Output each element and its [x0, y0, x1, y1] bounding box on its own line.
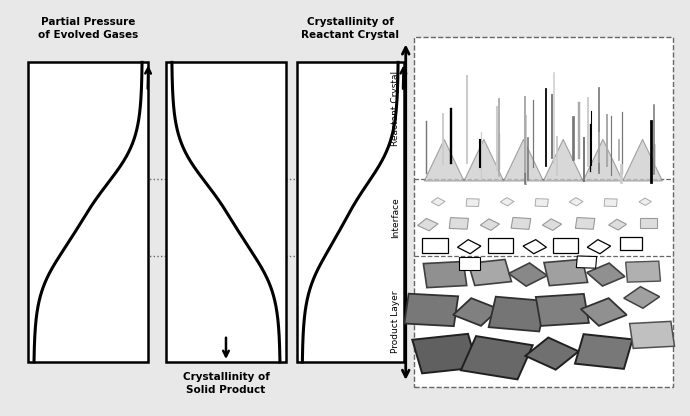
Polygon shape	[553, 238, 578, 253]
Polygon shape	[422, 238, 448, 253]
Polygon shape	[640, 218, 657, 228]
Polygon shape	[469, 260, 511, 285]
Polygon shape	[457, 240, 481, 254]
Polygon shape	[464, 139, 504, 181]
Polygon shape	[461, 336, 533, 379]
Polygon shape	[509, 263, 547, 286]
Bar	[297, 62, 404, 362]
Polygon shape	[504, 139, 544, 181]
Polygon shape	[587, 240, 611, 254]
Bar	[28, 62, 148, 362]
Polygon shape	[466, 199, 479, 206]
Text: Partial Pressure
of Evolved Gases: Partial Pressure of Evolved Gases	[38, 17, 138, 40]
Polygon shape	[525, 337, 579, 370]
Polygon shape	[431, 198, 445, 206]
Text: Interface: Interface	[391, 197, 400, 238]
Bar	[166, 62, 286, 362]
Polygon shape	[500, 198, 514, 206]
Text: Product Layer: Product Layer	[391, 290, 400, 353]
Polygon shape	[575, 334, 633, 369]
Polygon shape	[424, 262, 466, 287]
Polygon shape	[569, 198, 583, 206]
Polygon shape	[535, 198, 549, 207]
Polygon shape	[604, 199, 617, 206]
Polygon shape	[575, 218, 595, 229]
Text: Crystallinity of
Reactant Crystal: Crystallinity of Reactant Crystal	[301, 17, 400, 40]
Polygon shape	[542, 219, 562, 230]
Polygon shape	[404, 294, 458, 326]
Polygon shape	[626, 261, 660, 282]
Polygon shape	[586, 263, 625, 286]
Polygon shape	[413, 334, 477, 373]
Polygon shape	[489, 297, 546, 332]
Polygon shape	[544, 259, 588, 286]
Polygon shape	[544, 139, 583, 181]
Polygon shape	[453, 298, 499, 326]
Polygon shape	[576, 256, 597, 268]
Polygon shape	[620, 237, 642, 250]
Text: Crystallinity of
Solid Product: Crystallinity of Solid Product	[183, 372, 269, 395]
Polygon shape	[629, 321, 675, 349]
Polygon shape	[536, 294, 589, 326]
Polygon shape	[488, 238, 513, 253]
Polygon shape	[609, 219, 627, 230]
Polygon shape	[424, 139, 464, 181]
Polygon shape	[523, 240, 546, 254]
Polygon shape	[459, 257, 480, 270]
Polygon shape	[624, 287, 660, 308]
Polygon shape	[623, 139, 662, 181]
Polygon shape	[480, 219, 500, 230]
Polygon shape	[417, 218, 438, 231]
Polygon shape	[511, 218, 531, 229]
Polygon shape	[449, 218, 469, 229]
Bar	[414, 37, 673, 387]
Polygon shape	[639, 198, 651, 206]
Polygon shape	[581, 298, 627, 326]
Polygon shape	[583, 139, 623, 181]
Text: Reactant Crystal: Reactant Crystal	[391, 71, 400, 146]
